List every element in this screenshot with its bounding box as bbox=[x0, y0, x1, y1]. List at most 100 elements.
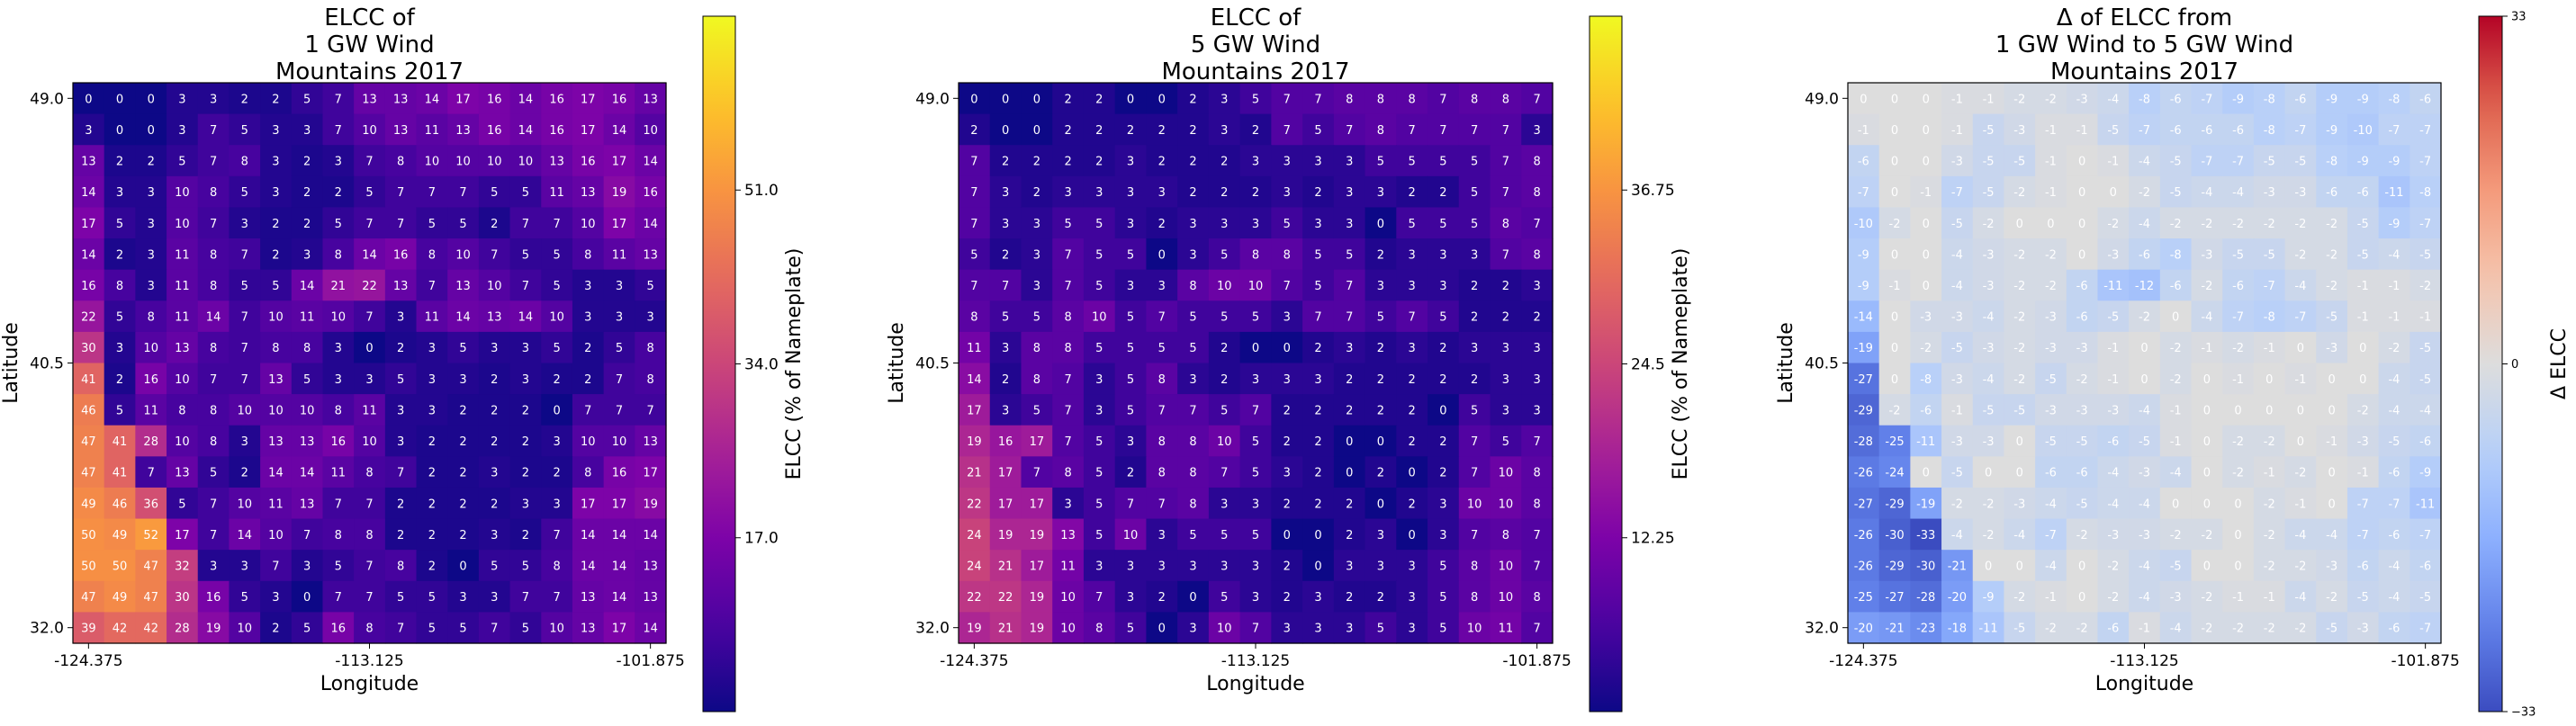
x-axis-label: Longitude bbox=[2095, 673, 2193, 695]
cell-value-label: 10 bbox=[143, 342, 158, 355]
heatmap-cell bbox=[73, 269, 105, 301]
cell-value-label: -5 bbox=[1951, 342, 1963, 355]
cell-value-label: -7 bbox=[2419, 529, 2431, 542]
cell-value-label: 3 bbox=[459, 591, 466, 605]
cell-value-label: -3 bbox=[1983, 435, 1995, 449]
heatmap-cell bbox=[603, 83, 635, 115]
cell-value-label: 16 bbox=[612, 467, 627, 480]
heatmap-cell bbox=[1972, 550, 2005, 582]
cell-value-label: 0 bbox=[2297, 435, 2304, 449]
cell-value-label: -6 bbox=[2076, 280, 2088, 293]
heatmap-cell bbox=[1302, 580, 1335, 613]
heatmap-cell bbox=[1458, 518, 1491, 551]
cell-value-label: -7 bbox=[2419, 156, 2431, 169]
cell-value-label: 49 bbox=[113, 591, 128, 605]
heatmap-cell bbox=[2066, 113, 2099, 146]
heatmap-cell bbox=[2004, 269, 2036, 301]
cell-value-label: 8 bbox=[178, 404, 185, 417]
heatmap-cell bbox=[2284, 331, 2317, 364]
cell-value-label: -5 bbox=[2264, 248, 2275, 262]
cell-value-label: 19 bbox=[967, 435, 982, 449]
cell-value-label: 8 bbox=[272, 342, 279, 355]
cell-value-label: -24 bbox=[1885, 467, 1904, 480]
heatmap-cell bbox=[2409, 175, 2442, 209]
cell-value-label: 3 bbox=[1314, 623, 1321, 636]
cell-value-label: 2 bbox=[553, 467, 560, 480]
cell-value-label: 5 bbox=[1314, 280, 1321, 293]
cell-value-label: 5 bbox=[1439, 311, 1446, 325]
heatmap-cell bbox=[1490, 394, 1522, 426]
heatmap-cell bbox=[447, 83, 480, 115]
cell-value-label: 17 bbox=[175, 529, 190, 542]
cell-value-label: -6 bbox=[2232, 280, 2244, 293]
cell-value-label: 2 bbox=[1283, 435, 1291, 449]
heatmap-cell bbox=[2346, 331, 2380, 364]
heatmap-cell bbox=[260, 269, 293, 301]
heatmap-cell bbox=[1021, 550, 1053, 582]
x-tick-label: -113.125 bbox=[1221, 652, 1290, 670]
heatmap-cell bbox=[2253, 550, 2286, 582]
cell-value-label: -5 bbox=[2170, 186, 2182, 200]
cell-value-label: -3 bbox=[1920, 311, 1932, 325]
heatmap-cell bbox=[2097, 456, 2130, 488]
cell-value-label: 22 bbox=[998, 591, 1013, 605]
cell-value-label: -5 bbox=[2357, 248, 2369, 262]
cell-value-label: 13 bbox=[581, 623, 596, 636]
cell-value-label: 2 bbox=[1377, 342, 1384, 355]
cell-value-label: 2 bbox=[1439, 467, 1446, 480]
heatmap-cell bbox=[2191, 363, 2223, 395]
heatmap-cell bbox=[197, 113, 230, 146]
cell-value-label: 11 bbox=[425, 124, 440, 138]
heatmap-cell bbox=[1910, 394, 1942, 426]
heatmap-cell bbox=[1521, 363, 1554, 395]
heatmap-cell bbox=[2159, 113, 2193, 146]
heatmap-cell bbox=[2253, 300, 2286, 333]
cell-value-label: 5 bbox=[1095, 248, 1103, 262]
heatmap-cell bbox=[2129, 456, 2161, 488]
heatmap-cell bbox=[73, 550, 105, 582]
cell-value-label: 2 bbox=[1409, 186, 1416, 200]
heatmap-cell bbox=[1521, 456, 1554, 488]
heatmap-cell bbox=[73, 145, 105, 177]
heatmap-cell bbox=[447, 300, 480, 333]
heatmap-cell bbox=[104, 550, 136, 582]
heatmap-cell bbox=[2129, 394, 2161, 426]
cell-value-label: 8 bbox=[1533, 156, 1540, 169]
cell-value-label: 3 bbox=[584, 280, 591, 293]
heatmap-cell bbox=[2222, 550, 2255, 582]
cell-value-label: 11 bbox=[268, 497, 284, 511]
heatmap-cell bbox=[2222, 300, 2255, 333]
heatmap-cell bbox=[2316, 363, 2348, 395]
heatmap-cell bbox=[2191, 113, 2223, 146]
cell-value-label: -2 bbox=[2294, 467, 2306, 480]
heatmap-cell bbox=[478, 612, 511, 644]
cell-value-label: 10 bbox=[581, 218, 596, 231]
heatmap-cell bbox=[260, 83, 293, 115]
cell-value-label: -2 bbox=[2107, 560, 2119, 573]
cell-value-label: 7 bbox=[428, 186, 436, 200]
heatmap-cell bbox=[1239, 300, 1272, 333]
heatmap-cell bbox=[1271, 550, 1303, 582]
heatmap-cell bbox=[229, 83, 261, 115]
heatmap-cell bbox=[2066, 300, 2099, 333]
heatmap-cell bbox=[2159, 300, 2193, 333]
cell-value-label: -3 bbox=[1983, 280, 1995, 293]
heatmap-cell bbox=[509, 580, 542, 613]
cell-value-label: 16 bbox=[612, 93, 627, 106]
cell-value-label: -2 bbox=[1920, 342, 1932, 355]
heatmap-cell bbox=[104, 331, 136, 364]
heatmap-cell bbox=[197, 612, 230, 644]
heatmap-cell bbox=[989, 238, 1022, 271]
heatmap-panel-3: 0 0 0 -1 -1 -2 -2 -3 -4 -8 -6 -7 -9 -8 -6 -9 -9 -8 -6-1 0 0-… bbox=[1775, 4, 2571, 720]
heatmap-cell bbox=[447, 487, 480, 520]
cell-value-label: 0 bbox=[1891, 342, 1898, 355]
cell-value-label: 3 bbox=[1158, 560, 1166, 573]
heatmap-cell bbox=[416, 363, 448, 395]
cell-value-label: 47 bbox=[143, 591, 158, 605]
heatmap-cell bbox=[1365, 145, 1397, 177]
heatmap-cell bbox=[1052, 394, 1085, 426]
cell-value-label: 7 bbox=[491, 248, 498, 262]
cell-value-label: 3 bbox=[1314, 156, 1321, 169]
heatmap-cell bbox=[1021, 580, 1053, 613]
cell-value-label: -1 bbox=[2045, 591, 2057, 605]
